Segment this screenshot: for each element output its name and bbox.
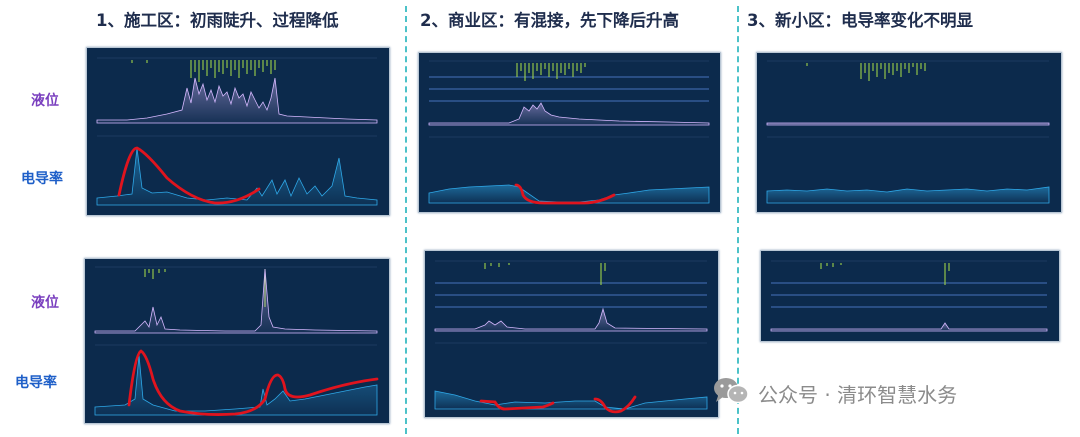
column-title-construction-zone: 1、施工区：初雨陡升、过程降低	[96, 11, 339, 30]
wechat-icon	[712, 376, 750, 411]
row-label-conductivity-top: 电导率	[21, 171, 63, 187]
column-title-commercial-zone: 2、商业区：有混接，先下降后升高	[420, 11, 679, 30]
row-label-level-bottom: 液位	[31, 295, 59, 311]
column-title-new-residential-zone: 3、新小区：电导率变化不明显	[747, 11, 973, 30]
monitoring-chart-construction-top	[87, 48, 389, 215]
panel-construction-bottom	[84, 258, 390, 424]
monitoring-chart-residential-bottom	[761, 251, 1059, 341]
monitoring-chart-commercial-top	[419, 53, 720, 212]
monitoring-chart-residential-top	[757, 53, 1061, 212]
panel-commercial-top	[418, 52, 721, 213]
watermark: 公众号 · 清环智慧水务	[712, 373, 957, 413]
row-label-level-top: 液位	[31, 93, 59, 109]
separator-line-right	[737, 6, 739, 434]
panel-construction-top	[86, 47, 390, 216]
watermark-text: 公众号 · 清环智慧水务	[758, 382, 958, 407]
separator-line-left	[405, 6, 407, 434]
monitoring-chart-construction-bottom	[85, 259, 389, 423]
row-label-conductivity-bottom: 电导率	[15, 375, 57, 391]
panel-residential-top	[756, 52, 1062, 213]
monitoring-chart-commercial-bottom	[425, 251, 718, 417]
panel-commercial-bottom	[424, 250, 719, 418]
panel-residential-bottom	[760, 250, 1060, 342]
